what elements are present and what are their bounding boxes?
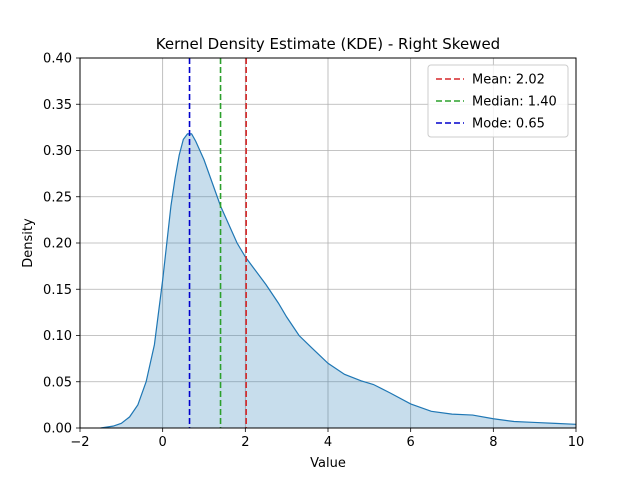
x-axis-label: Value: [310, 456, 346, 471]
y-tick-label: 0.25: [43, 190, 72, 205]
x-tick-label: 10: [568, 435, 585, 450]
x-axis-ticks: −2 0 2 4 6 8 10: [70, 428, 584, 450]
legend-box: [427, 64, 569, 138]
y-tick-label: 0.05: [43, 375, 72, 390]
y-tick-label: 0.00: [43, 422, 72, 437]
y-tick-label: 0.20: [43, 237, 72, 252]
y-axis-ticks: 0.00 0.05 0.10 0.15 0.20 0.25 0.30 0.35 0.40: [43, 52, 80, 437]
x-tick-label: −2: [70, 435, 89, 450]
legend-label: Mode: 0.65: [472, 117, 545, 132]
density-area-fill: [100, 133, 577, 428]
x-tick-label: 4: [324, 435, 332, 450]
chart-title: Kernel Density Estimate (KDE) - Right Sk…: [156, 35, 500, 53]
x-tick-label: 0: [159, 435, 167, 450]
y-tick-label: 0.40: [43, 52, 72, 67]
y-axis-label: Density: [21, 218, 36, 268]
legend: Mean: 2.02 Median: 1.40 Mode: 0.65: [427, 64, 569, 138]
y-tick-label: 0.10: [43, 329, 72, 344]
y-tick-label: 0.15: [43, 283, 72, 298]
y-tick-label: 0.30: [43, 144, 72, 159]
density-curve-layer: [100, 133, 577, 429]
y-tick-label: 0.35: [43, 98, 72, 113]
legend-label: Median: 1.40: [472, 95, 557, 110]
x-tick-label: 8: [489, 435, 497, 450]
density-fill-layer: [100, 133, 577, 428]
x-tick-label: 2: [241, 435, 249, 450]
reference-lines: [188, 58, 247, 428]
x-tick-label: 6: [407, 435, 415, 450]
legend-label: Mean: 2.02: [472, 73, 545, 88]
density-curve: [100, 133, 577, 429]
